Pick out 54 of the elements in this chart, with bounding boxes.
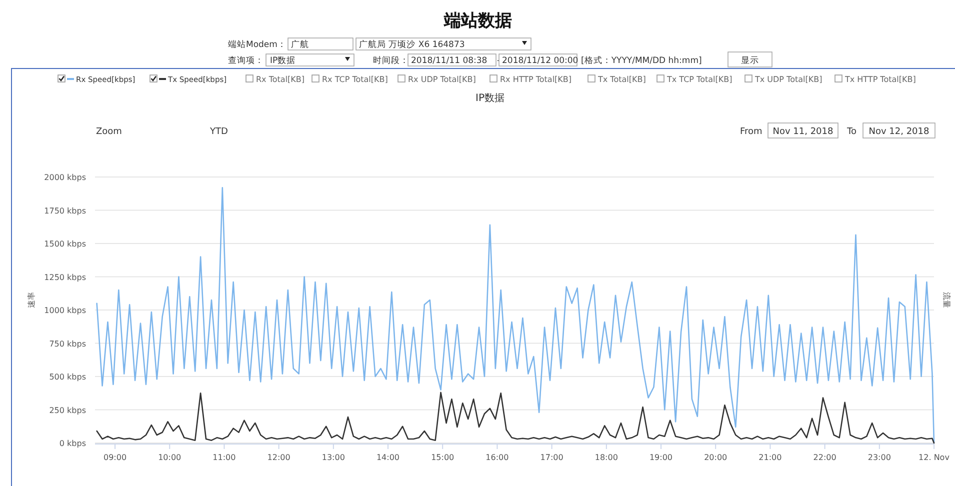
text: Rx UDP Total[KB] bbox=[408, 75, 476, 84]
y-tick-label: 2000 kbps bbox=[44, 173, 86, 182]
text: 2018/11/12 00:00 bbox=[502, 56, 578, 66]
y-tick-label: 1000 kbps bbox=[44, 306, 86, 315]
x-tick-label: 12. Nov bbox=[918, 453, 950, 462]
y-tick-label: 250 kbps bbox=[49, 406, 86, 415]
x-tick-label: 23:00 bbox=[868, 453, 891, 462]
text: 时间段： bbox=[373, 55, 409, 66]
x-tick-label: 20:00 bbox=[704, 453, 728, 462]
x-tick-label: 19:00 bbox=[649, 453, 673, 462]
text: Nov 12, 2018 bbox=[868, 127, 930, 137]
x-tick-label: 13:00 bbox=[322, 453, 345, 462]
y-tick-label: 1250 kbps bbox=[44, 272, 86, 282]
text: Rx HTTP Total[KB] bbox=[500, 75, 572, 84]
text: 查询项： bbox=[228, 55, 264, 66]
chart-title: 端站数据 bbox=[443, 11, 512, 31]
text: IP数据 bbox=[270, 55, 296, 66]
text: 广航 bbox=[291, 39, 309, 50]
text: 广航局 万顷沙 X6 164873 bbox=[359, 39, 465, 50]
text: Tx HTTP Total[KB] bbox=[844, 75, 916, 84]
y-tick-label: 500 kbps bbox=[49, 372, 86, 382]
x-tick-label: 16:00 bbox=[486, 453, 509, 462]
x-tick-label: 11:00 bbox=[212, 453, 236, 462]
x-tick-label: 21:00 bbox=[758, 453, 782, 462]
x-tick-label: 18:00 bbox=[594, 453, 618, 462]
x-tick-label: 15:00 bbox=[431, 453, 454, 462]
x-tick-label: 22:00 bbox=[813, 453, 836, 462]
y-tick-label: 750 kbps bbox=[49, 339, 86, 348]
text: From bbox=[740, 127, 762, 137]
text: - bbox=[497, 56, 500, 66]
chart-subtitle: IP数据 bbox=[476, 92, 504, 104]
x-tick-label: 14:00 bbox=[376, 453, 400, 462]
text: Tx UDP Total[KB] bbox=[754, 75, 822, 84]
x-tick-label: 12:00 bbox=[267, 453, 290, 462]
text: Tx Total[KB] bbox=[597, 75, 646, 84]
text: 端站Modem： bbox=[228, 39, 286, 50]
y-axis-title: 速率 bbox=[27, 292, 36, 308]
x-tick-label: 09:00 bbox=[103, 453, 127, 462]
text: To bbox=[846, 127, 857, 137]
x-tick-label: 10:00 bbox=[158, 453, 182, 462]
text: YTD bbox=[209, 127, 228, 137]
text: Rx Total[KB] bbox=[256, 75, 304, 84]
x-tick-label: 17:00 bbox=[540, 453, 564, 462]
y-tick-label: 1500 kbps bbox=[44, 240, 86, 248]
y-tick-label: 0 kbps bbox=[59, 439, 86, 448]
y-tick-label: 1750 kbps bbox=[44, 206, 86, 216]
text: Nov 11, 2018 bbox=[772, 127, 834, 137]
text: [格式：YYYY/MM/DD hh:mm] bbox=[581, 55, 702, 66]
text: Rx TCP Total[KB] bbox=[322, 75, 388, 84]
y2-axis-title: 流量 bbox=[942, 292, 951, 308]
text: 显示 bbox=[741, 55, 759, 66]
text: Tx TCP Total[KB] bbox=[666, 75, 732, 84]
text: Zoom bbox=[96, 127, 122, 137]
text: 2018/11/11 08:38 bbox=[411, 56, 488, 66]
